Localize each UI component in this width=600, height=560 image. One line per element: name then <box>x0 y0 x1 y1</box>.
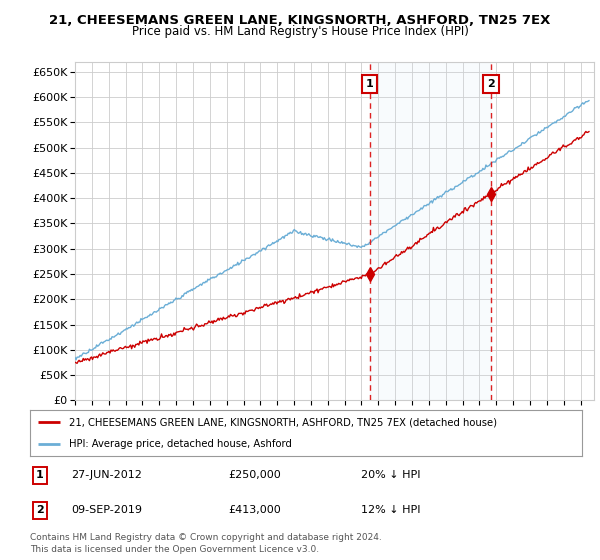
Text: £413,000: £413,000 <box>229 505 281 515</box>
Text: 12% ↓ HPI: 12% ↓ HPI <box>361 505 421 515</box>
Text: 27-JUN-2012: 27-JUN-2012 <box>71 470 142 480</box>
Text: £250,000: £250,000 <box>229 470 281 480</box>
Text: 1: 1 <box>366 78 374 88</box>
Text: 1: 1 <box>36 470 44 480</box>
Text: 20% ↓ HPI: 20% ↓ HPI <box>361 470 421 480</box>
Text: 2: 2 <box>487 78 495 88</box>
Text: Price paid vs. HM Land Registry's House Price Index (HPI): Price paid vs. HM Land Registry's House … <box>131 25 469 38</box>
Bar <box>370 62 491 400</box>
Text: 21, CHEESEMANS GREEN LANE, KINGSNORTH, ASHFORD, TN25 7EX: 21, CHEESEMANS GREEN LANE, KINGSNORTH, A… <box>49 14 551 27</box>
Text: HPI: Average price, detached house, Ashford: HPI: Average price, detached house, Ashf… <box>68 439 292 449</box>
Text: 2: 2 <box>36 505 44 515</box>
Text: Contains HM Land Registry data © Crown copyright and database right 2024.
This d: Contains HM Land Registry data © Crown c… <box>30 533 382 554</box>
Text: 09-SEP-2019: 09-SEP-2019 <box>71 505 142 515</box>
Text: 21, CHEESEMANS GREEN LANE, KINGSNORTH, ASHFORD, TN25 7EX (detached house): 21, CHEESEMANS GREEN LANE, KINGSNORTH, A… <box>68 417 497 427</box>
